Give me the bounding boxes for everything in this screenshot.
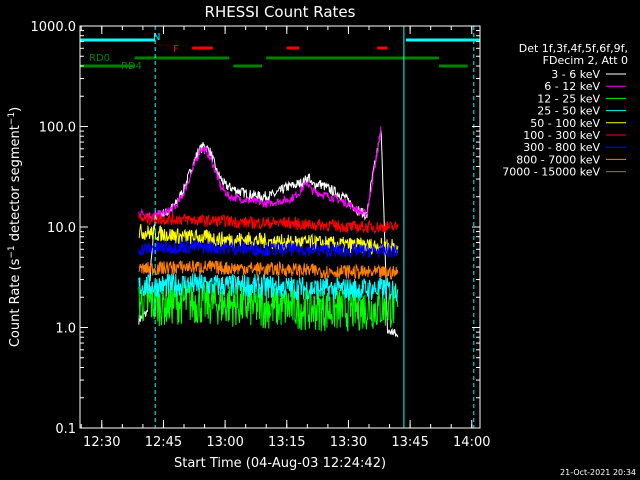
legend-entry-2: 12 - 25 keV xyxy=(537,92,600,105)
annotation-layer: N F RD0 RD4 xyxy=(80,32,480,72)
x-axis-label: Start Time (04-Aug-03 12:24:42) xyxy=(174,456,386,471)
annotation-label-1: F xyxy=(173,44,179,55)
x-tick-label-1: 12:45 xyxy=(145,435,182,450)
legend-entry-0: 3 - 6 keV xyxy=(551,68,600,81)
vertical-marker-layer xyxy=(79,26,475,428)
y-tick-label-3: 100.0 xyxy=(39,121,76,136)
chart-title: RHESSI Count Rates xyxy=(205,3,356,21)
series-line-7 xyxy=(138,259,399,280)
x-tick-label-6: 14:00 xyxy=(453,435,490,450)
legend-header-line-2: FDecim 2, Att 0 xyxy=(543,54,628,67)
y-axis-label: Count Rate (s−1 detector segment−1) xyxy=(7,107,23,347)
y-tick-label-4: 1000.0 xyxy=(31,20,77,35)
series-line-1 xyxy=(138,126,382,220)
annotation-label-0: N xyxy=(153,32,160,43)
y-axis-label-exp2: −1 xyxy=(7,112,17,125)
x-tick-label-3: 13:15 xyxy=(268,435,305,450)
y-tick-label-1: 1.0 xyxy=(55,322,76,337)
legend-entry-6: 300 - 800 keV xyxy=(523,141,600,154)
x-tick-label-0: 12:30 xyxy=(83,435,120,450)
y-tick-label-0: 0.1 xyxy=(55,422,76,437)
y-axis-label-end: ) xyxy=(8,107,23,112)
y-axis-label-mid: detector segment xyxy=(8,125,23,245)
y-axis-label-exp1: −1 xyxy=(7,245,17,258)
annotation-label-2: RD0 xyxy=(89,53,110,64)
series-line-4 xyxy=(138,224,399,256)
x-tick-label-5: 13:45 xyxy=(391,435,428,450)
legend-entry-7: 800 - 7000 keV xyxy=(516,153,600,166)
series-line-3 xyxy=(138,273,399,303)
y-axis-label-main: Count Rate (s xyxy=(8,258,23,347)
legend-header-line-1: Det 1f,3f,4f,5f,6f,9f, xyxy=(519,42,628,55)
legend-entry-4: 50 - 100 keV xyxy=(530,117,600,130)
x-tick-label-4: 13:30 xyxy=(330,435,367,450)
tick-layer: 12:30 12:45 13:00 13:15 13:30 13:45 14:00 0.1 1.… xyxy=(31,20,491,450)
legend-entry-3: 25 - 50 keV xyxy=(537,105,600,118)
series-layer xyxy=(138,126,399,338)
x-tick-label-2: 13:00 xyxy=(206,435,243,450)
y-tick-label-2: 10.0 xyxy=(47,221,76,236)
annotation-label-3: RD4 xyxy=(121,61,142,72)
legend-entry-1: 6 - 12 keV xyxy=(544,80,600,93)
legend-entry-8: 7000 - 15000 keV xyxy=(502,166,600,179)
series-line-6 xyxy=(138,240,399,258)
series-line-5 xyxy=(138,211,399,235)
plot-timestamp: 21-Oct-2021 20:34 xyxy=(560,468,636,477)
legend-entry-5: 100 - 300 keV xyxy=(523,129,600,142)
